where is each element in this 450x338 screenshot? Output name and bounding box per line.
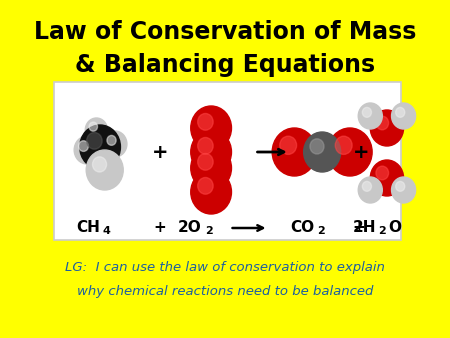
Circle shape xyxy=(191,106,231,150)
Circle shape xyxy=(198,114,213,130)
Circle shape xyxy=(74,136,100,164)
Text: +: + xyxy=(353,143,369,162)
Circle shape xyxy=(93,157,107,172)
Text: Law of Conservation of Mass: Law of Conservation of Mass xyxy=(34,20,416,44)
Circle shape xyxy=(328,128,372,176)
Text: why chemical reactions need to be balanced: why chemical reactions need to be balanc… xyxy=(77,286,373,298)
Circle shape xyxy=(86,118,108,142)
Text: +: + xyxy=(152,143,168,162)
Text: O: O xyxy=(388,220,401,236)
Text: 2O: 2O xyxy=(178,220,202,236)
Text: 2: 2 xyxy=(378,226,387,236)
Circle shape xyxy=(107,136,116,145)
Text: LG:  I can use the law of conservation to explain: LG: I can use the law of conservation to… xyxy=(65,262,385,274)
Circle shape xyxy=(392,103,416,129)
Circle shape xyxy=(272,128,317,176)
Circle shape xyxy=(310,139,324,154)
Circle shape xyxy=(370,160,404,196)
Circle shape xyxy=(396,107,405,117)
Text: CH: CH xyxy=(76,220,100,236)
Circle shape xyxy=(376,116,389,130)
Circle shape xyxy=(396,182,405,191)
Circle shape xyxy=(191,170,231,214)
Circle shape xyxy=(191,146,231,190)
Text: 2: 2 xyxy=(318,226,325,236)
Circle shape xyxy=(198,138,213,154)
Text: 2H: 2H xyxy=(352,220,376,236)
Text: +: + xyxy=(154,220,166,236)
Circle shape xyxy=(392,177,416,203)
Circle shape xyxy=(280,136,297,154)
Circle shape xyxy=(87,132,102,149)
Circle shape xyxy=(376,166,389,180)
FancyBboxPatch shape xyxy=(54,82,401,240)
Circle shape xyxy=(198,177,213,194)
Text: +: + xyxy=(353,220,365,236)
Text: 2: 2 xyxy=(205,226,212,236)
Circle shape xyxy=(89,122,98,131)
Circle shape xyxy=(198,153,213,170)
Circle shape xyxy=(86,150,123,190)
Circle shape xyxy=(362,182,371,191)
Circle shape xyxy=(304,132,341,172)
Text: 4: 4 xyxy=(103,226,111,236)
Circle shape xyxy=(362,107,371,117)
Text: & Balancing Equations: & Balancing Equations xyxy=(75,53,375,77)
Circle shape xyxy=(358,177,382,203)
Text: CO: CO xyxy=(291,220,315,236)
Circle shape xyxy=(358,103,382,129)
Circle shape xyxy=(191,130,231,174)
Circle shape xyxy=(80,125,121,169)
Circle shape xyxy=(370,110,404,146)
Circle shape xyxy=(103,131,127,157)
Circle shape xyxy=(79,141,89,151)
Circle shape xyxy=(335,136,352,154)
